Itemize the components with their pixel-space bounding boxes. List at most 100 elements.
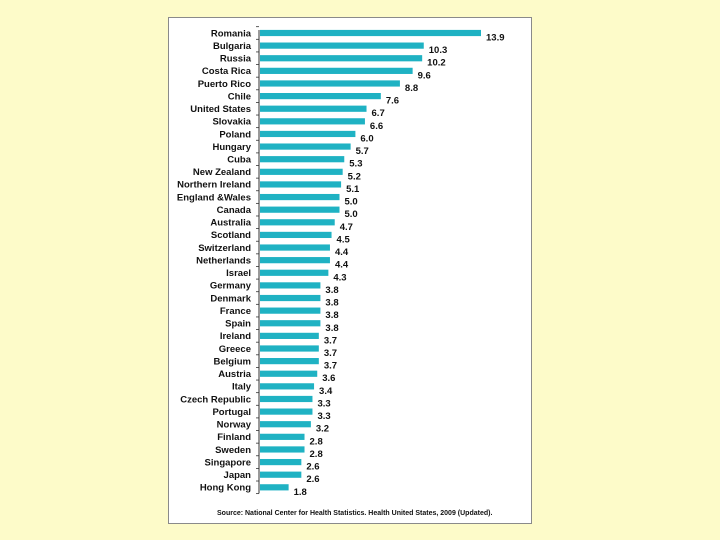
value-labels: 13.9 10.3 10.29.68.8 7.66.7 6.66.0 5.7 5.35.2 5…	[294, 33, 505, 498]
value-label: 5.7	[356, 146, 369, 157]
bar-sweden	[260, 446, 305, 453]
bar-france	[260, 307, 321, 314]
category-label: Northern Ireland	[177, 180, 251, 191]
category-label: Slovakia	[212, 117, 251, 128]
bar-denmark	[260, 294, 321, 302]
category-label: New Zealand	[193, 167, 251, 178]
value-label: 3.7	[324, 335, 337, 346]
value-label: 3.7	[324, 348, 337, 359]
value-label: 3.8	[325, 298, 338, 309]
category-label: Netherlands	[196, 255, 251, 266]
bar-greece	[260, 345, 319, 352]
bar-austria	[260, 370, 318, 377]
value-label: 3.8	[325, 310, 338, 321]
value-label: 2.6	[306, 474, 319, 485]
value-label: 10.2	[427, 58, 446, 69]
bar-germany	[260, 282, 321, 289]
category-label: Greece	[219, 344, 251, 355]
category-label: Australia	[210, 218, 251, 229]
bar-bulgaria	[260, 42, 424, 49]
category-label: Finland	[217, 432, 251, 443]
value-label: 3.6	[322, 373, 335, 384]
bar-england-wales	[260, 193, 340, 201]
value-label: 3.7	[324, 361, 337, 372]
bar-scotland	[260, 231, 332, 239]
bar-hungary	[260, 143, 351, 150]
category-label: Portugal	[212, 407, 251, 418]
category-label: United States	[190, 104, 251, 115]
value-label: 5.0	[344, 209, 357, 220]
value-label: 5.1	[346, 184, 360, 195]
bar-cuba	[260, 156, 345, 163]
category-label: Norway	[217, 420, 252, 431]
bar-romania	[260, 29, 481, 37]
value-label: 4.7	[340, 222, 353, 233]
bar-finland	[260, 433, 305, 440]
value-label: 6.6	[370, 121, 383, 132]
category-label: Hungary	[212, 142, 251, 153]
value-label: 3.8	[325, 285, 338, 296]
bar-slovakia	[260, 118, 365, 125]
bar-portugal	[260, 408, 313, 415]
bar-northern-ireland	[260, 181, 342, 188]
category-label: Czech Republic	[180, 394, 251, 405]
value-label: 10.3	[429, 45, 448, 56]
value-label: 2.6	[306, 462, 319, 473]
bar-puerto-rico	[260, 80, 400, 87]
value-label: 4.5	[337, 234, 351, 245]
bar-japan	[260, 471, 302, 478]
category-label: England &Wales	[177, 192, 251, 203]
bars-group	[260, 29, 481, 491]
category-label: Germany	[210, 281, 252, 292]
category-label: Cuba	[227, 155, 251, 166]
bar-united-states	[260, 105, 367, 112]
value-label: 13.9	[486, 33, 505, 44]
value-label: 2.8	[310, 436, 323, 447]
category-label: France	[220, 306, 251, 317]
bar-netherlands	[260, 257, 330, 264]
category-label: Israel	[226, 268, 251, 279]
category-label: Romania	[211, 28, 252, 39]
bar-canada	[260, 206, 340, 213]
category-label: Chile	[228, 91, 251, 102]
category-label: Costa Rica	[202, 66, 252, 77]
chart-panel: Romania Bulgaria Russia Costa Rica Puerto Ri…	[168, 17, 532, 524]
bar-russia	[260, 55, 423, 62]
category-label: Spain	[225, 319, 251, 330]
bar-belgium	[260, 358, 319, 365]
bar-israel	[260, 269, 329, 276]
value-label: 4.4	[335, 260, 349, 271]
value-label: 3.8	[325, 323, 338, 334]
bar-hong-kong	[260, 484, 289, 491]
category-label: Singapore	[205, 457, 251, 468]
value-label: 5.3	[349, 159, 362, 170]
value-label: 5.2	[348, 171, 361, 182]
category-label: Japan	[224, 470, 252, 481]
value-label: 7.6	[386, 96, 399, 107]
bar-ireland	[260, 332, 319, 339]
value-label: 2.8	[310, 449, 323, 460]
value-label: 6.0	[360, 133, 373, 144]
source-citation: Source: National Center for Health Stati…	[217, 510, 456, 517]
bar-chile	[260, 93, 381, 100]
source-note: Source: National Center for Health Stati…	[217, 510, 492, 517]
category-label: Denmark	[210, 293, 251, 304]
category-label: Bulgaria	[213, 41, 252, 52]
value-label: 3.2	[316, 424, 329, 435]
category-label: Scotland	[211, 230, 251, 241]
value-label: 4.4	[335, 247, 349, 258]
bar-switzerland	[260, 244, 330, 251]
bar-singapore	[260, 458, 302, 466]
value-label: 6.7	[372, 108, 385, 119]
category-label: Russia	[220, 54, 252, 65]
category-label: Switzerland	[198, 243, 251, 254]
category-label: Italy	[232, 382, 252, 393]
value-label: 4.3	[333, 272, 346, 283]
category-label: Sweden	[215, 445, 251, 456]
bar-poland	[260, 130, 356, 138]
value-label: 3.3	[317, 398, 330, 409]
value-label: 3.4	[319, 386, 333, 397]
source-updated: (Updated).	[457, 510, 493, 517]
